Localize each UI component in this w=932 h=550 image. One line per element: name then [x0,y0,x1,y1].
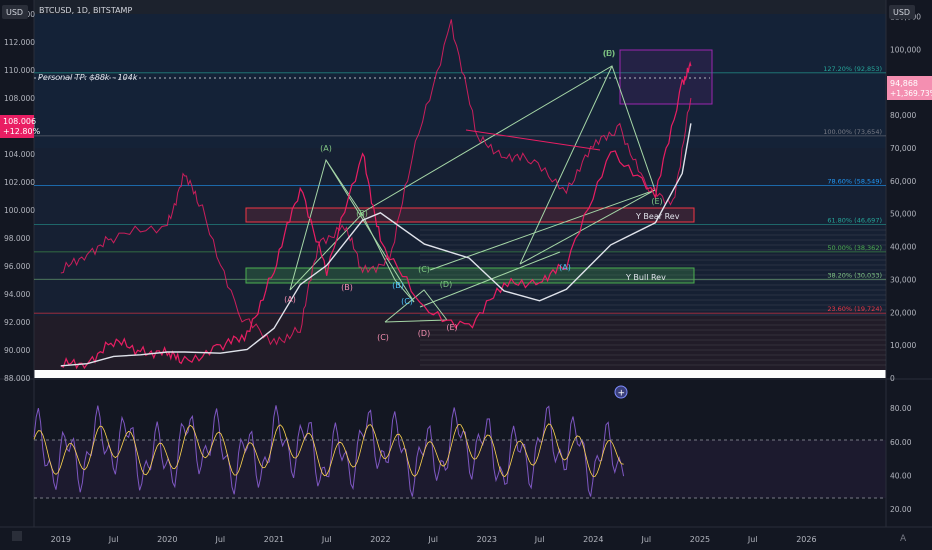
left-axis-tick: 102.000 [4,178,35,187]
left-axis-tick: 104.000 [4,150,35,159]
left-price-badge [0,115,34,138]
bull-reversal-zone[interactable] [245,267,695,284]
auto-scale-button[interactable]: A [900,534,907,544]
time-axis-tick: Jul [427,535,438,544]
left-axis-tick: 100.000 [4,206,35,215]
time-axis-tick: 2021 [264,535,284,544]
time-axis-tick: 2024 [583,535,603,544]
bull-zone-label: Y Bull Rev [625,273,666,282]
lower-zone [34,316,886,378]
time-axis-tick: 2023 [477,535,497,544]
currency-label-left: USD [6,8,23,17]
wave-label: (E) [446,323,457,332]
rsi-axis-tick: 60.00 [890,438,912,447]
wave-label: (D) [418,329,430,338]
right-axis-tick: 60,000 [890,177,916,186]
wave-label: (A) [559,263,571,272]
time-axis-tick: Jul [214,535,225,544]
left-price-change: +12.80% [3,127,41,136]
wave-label: (D) [603,49,615,58]
fib-level-label: 100.00% (73,654) [823,128,882,136]
fib-level-label: 23.60% (19,724) [827,305,882,313]
wave-label: (B) [341,283,353,292]
wave-label: (C) [418,265,430,274]
left-axis-tick: 108.000 [4,94,35,103]
rsi-axis-tick: 40.00 [890,472,912,481]
left-axis-tick: 98.000 [4,234,30,243]
right-price-change: +1,369.73% [890,89,932,98]
fib-level-label: 78.60% (58,549) [827,178,882,186]
wave-label: (C) [401,297,413,306]
fib-level-label: 61.80% (46,697) [827,217,882,225]
time-axis-tick: 2025 [690,535,710,544]
right-price-badge [887,76,932,100]
comparison-line[interactable] [60,19,692,346]
time-axis-tick: 2019 [51,535,71,544]
symbol-title[interactable]: BTCUSD, 1D, BITSTAMP [39,6,132,15]
left-axis-tick: 96.000 [4,262,30,271]
wave-label: (E) [651,197,662,206]
left-axis-tick: 94.000 [4,290,30,299]
right-axis-tick: 10,000 [890,341,916,350]
rsi-axis-tick: 20.00 [890,505,912,514]
time-axis-tick: Jul [108,535,119,544]
wave-triangles[interactable] [289,65,656,323]
fib-level-label: 38.20% (30,033) [827,271,882,279]
left-axis-tick: 88.000 [4,374,30,383]
right-axis-tick: 40,000 [890,243,916,252]
rsi-band [34,440,886,498]
plus-glyph: + [618,389,626,399]
wave-label: (C) [377,333,389,342]
wave-label: (B) [356,209,368,218]
right-axis-tick: 100,000 [890,45,921,54]
wave-label: (E) [603,49,614,58]
right-price-value: 94,868 [890,79,918,88]
left-axis-tick: 110.000 [4,66,35,75]
rsi-ma-line [33,423,624,478]
target-zone[interactable] [619,49,713,105]
left-price-value: 108.006 [3,117,36,126]
fib-level-label: 50.00% (38,362) [827,244,882,252]
wave-label: (A) [284,295,296,304]
currency-badge-left[interactable] [2,5,28,19]
right-axis-tick: 50,000 [890,210,916,219]
time-axis-tick: Jul [321,535,332,544]
time-axis-tick: 2026 [796,535,816,544]
currency-label-right: USD [893,8,910,17]
currency-badge-right[interactable] [889,5,915,19]
rsi-axis-tick: 80.00 [890,404,912,413]
time-axis-tick: Jul [640,535,651,544]
time-axis-tick: 2022 [370,535,390,544]
fib-levels: 161.80% (117,276)127.20% (92,853)100.00%… [34,65,886,314]
bear-reversal-zone[interactable] [245,207,695,223]
left-axis-tick: 92.000 [4,318,30,327]
right-axis-tick: 0 [890,374,895,383]
grid-lines [420,229,886,366]
right-axis-tick: 80,000 [890,111,916,120]
bottom-band [34,370,886,378]
bear-zone-label: Y Bear Rev [635,212,680,221]
fib-level-label: 127.20% (92,853) [823,65,882,73]
upper-zone [34,0,886,148]
left-axis-tick: 90.000 [4,346,30,355]
moving-average-line [60,123,692,367]
wave-label: (D) [440,280,452,289]
btc-price-line[interactable] [60,60,692,370]
left-axis-tick: 112.000 [4,38,35,47]
settings-icon[interactable] [12,531,22,541]
right-axis-tick: 20,000 [890,308,916,317]
time-axis-tick: 2020 [157,535,177,544]
wave-label: (A) [320,144,332,153]
wave-label: (B) [392,281,404,290]
wave-labels: (A)(B)(C) (D)(E)(A)(B)(C)(D)(E)(A)(B)(C)(… [284,49,663,342]
time-axis-tick: Jul [747,535,758,544]
time-axis-tick: Jul [534,535,545,544]
right-axis-tick: 30,000 [890,275,916,284]
add-indicator-icon[interactable] [614,385,628,399]
right-axis-tick: 70,000 [890,144,916,153]
personal-tp-note: Personal TP: $88k - 104k [38,73,138,82]
